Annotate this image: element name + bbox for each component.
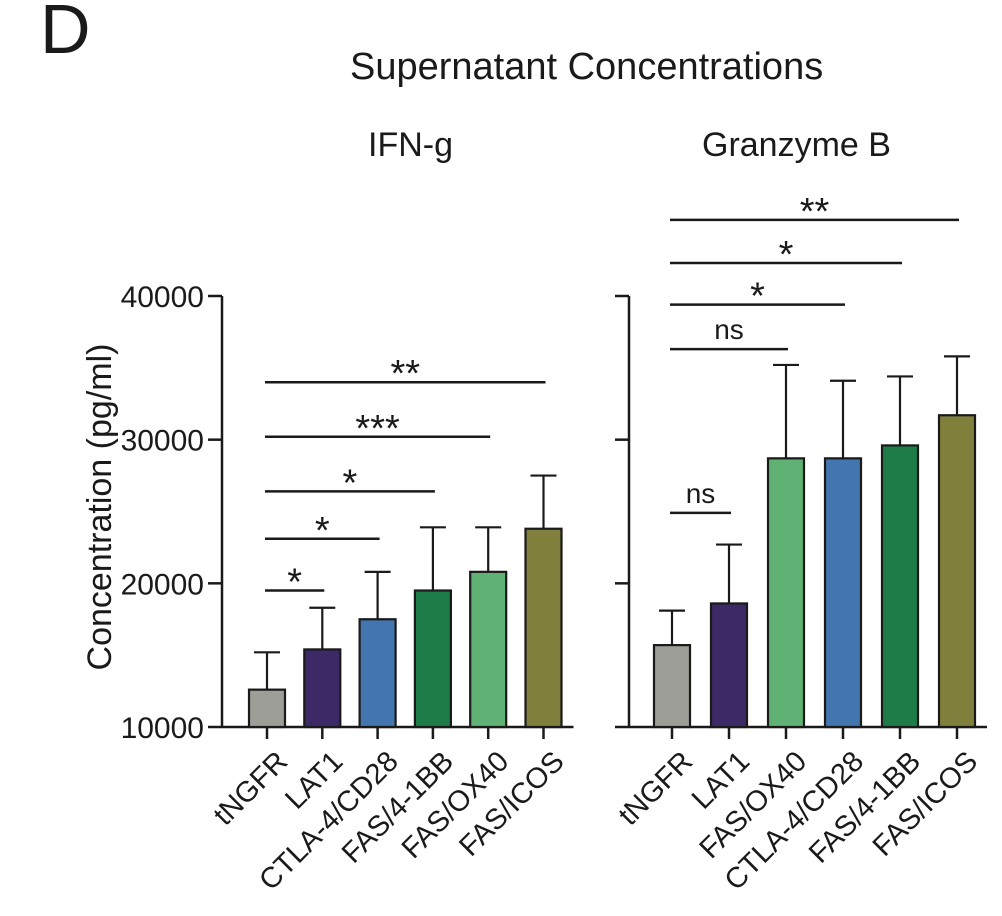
significance-label: ns [714, 314, 744, 345]
significance-label: ** [390, 353, 420, 395]
significance-label: * [343, 462, 358, 504]
bar [303, 648, 342, 729]
bar [766, 457, 806, 729]
significance-label: *** [355, 408, 400, 450]
chart-title: Supernatant Concentrations [350, 46, 824, 88]
bar [823, 457, 863, 729]
y-tick-label: 30000 [121, 425, 204, 458]
x-tick-label: tNGFR [613, 745, 699, 831]
bar [937, 414, 977, 729]
significance-label: * [287, 562, 302, 604]
significance-label: * [315, 510, 330, 552]
bar [880, 444, 920, 729]
y-tick-label: 40000 [121, 281, 204, 314]
y-tick-label: 20000 [121, 568, 204, 601]
significance-label: ** [800, 191, 830, 233]
panel-letter: D [40, 0, 91, 68]
bar [524, 527, 563, 729]
bar [358, 618, 397, 729]
bar [469, 570, 508, 729]
subtitle-granzyme-b: Granzyme B [702, 126, 891, 164]
significance-label: * [750, 276, 765, 318]
y-tick-label: 10000 [121, 712, 204, 745]
bar [652, 644, 692, 729]
significance-label: * [779, 234, 794, 276]
bar [413, 589, 452, 729]
x-tick-label: tNGFR [208, 745, 294, 831]
significance-label: ns [686, 478, 716, 509]
bar [709, 602, 749, 729]
subtitle-ifn-g: IFN-g [368, 126, 453, 164]
bar [247, 688, 287, 729]
